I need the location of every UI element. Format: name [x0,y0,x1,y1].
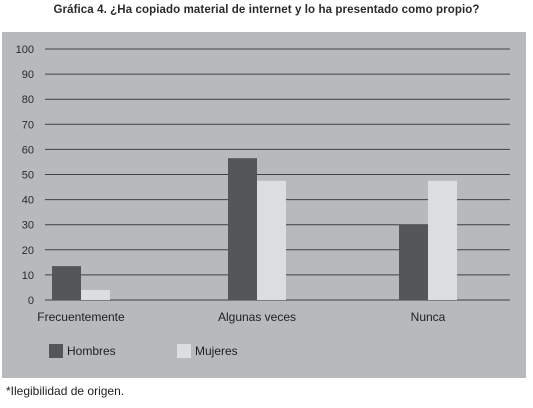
x-axis-category-labels: Frecuentemente Algunas veces Nunca [37,310,445,324]
y-tick-label: 40 [22,195,34,207]
footnote: *Ilegibilidad de origen. [6,384,125,398]
bar-chart: 0 10 20 30 40 50 60 70 80 90 100 Frecuentemente Alg… [16,44,510,358]
x-category-label: Nunca [411,310,446,324]
y-axis-tick-labels: 0 10 20 30 40 50 60 70 80 90 100 [16,44,34,307]
x-category-label: Frecuentemente [37,310,125,324]
bar-hombres-2 [399,224,428,300]
bar-mujeres-2 [428,180,457,300]
y-tick-label: 100 [16,44,34,56]
chart-panel: 0 10 20 30 40 50 60 70 80 90 100 Frecuentemente Alg… [2,32,526,378]
y-tick-label: 50 [22,170,34,182]
y-tick-label: 30 [22,220,34,232]
y-tick-label: 20 [22,245,34,257]
legend-swatch-mujeres [177,344,191,358]
bar-hombres-1 [228,158,257,300]
bar-hombres-0 [52,266,81,300]
legend-label-hombres: Hombres [67,344,116,358]
legend-label-mujeres: Mujeres [195,344,238,358]
y-tick-label: 90 [22,69,34,81]
y-tick-label: 0 [28,295,34,307]
legend: Hombres Mujeres [49,344,238,358]
chart-title: Gráfica 4. ¿Ha copiado material de inter… [53,4,480,16]
bars [52,158,457,300]
y-tick-label: 60 [22,144,34,156]
bar-mujeres-1 [257,180,286,300]
x-category-label: Algunas veces [218,310,296,324]
y-tick-label: 70 [22,119,34,131]
y-tick-label: 80 [22,94,34,106]
bar-mujeres-0 [81,289,110,300]
y-tick-label: 10 [22,270,34,282]
legend-swatch-hombres [49,344,63,358]
